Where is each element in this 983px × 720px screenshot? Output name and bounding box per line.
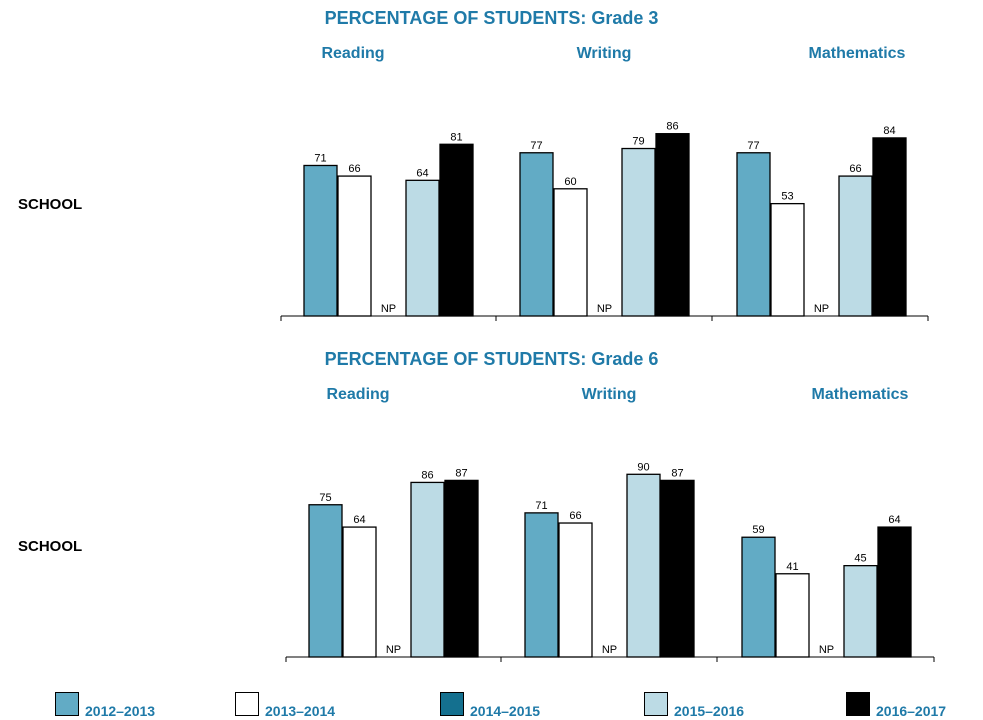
data-label: 77 xyxy=(530,140,542,152)
data-label: 71 xyxy=(314,152,326,164)
bar-writing-2016–2017 xyxy=(655,133,690,317)
subject-label-mathematics: Mathematics xyxy=(811,386,909,403)
subject-label-reading: Reading xyxy=(321,45,385,62)
bar-reading-2012–2013 xyxy=(308,504,343,658)
bar-reading-2016–2017 xyxy=(439,143,474,317)
bar-mathematics-2016–2017 xyxy=(877,526,912,658)
row-label-school: SCHOOL xyxy=(18,538,83,555)
data-label: 86 xyxy=(666,121,678,133)
data-label: 79 xyxy=(632,136,644,148)
data-label: 64 xyxy=(888,514,900,526)
bar-reading-2015–2016 xyxy=(405,179,440,317)
data-label: 41 xyxy=(786,561,798,573)
data-label: 64 xyxy=(416,167,428,179)
data-label: 45 xyxy=(854,553,866,565)
data-label: 71 xyxy=(535,500,547,512)
subject-label-writing: Writing xyxy=(581,386,637,403)
legend-swatch xyxy=(846,692,870,716)
bar-writing-2012–2013 xyxy=(524,512,559,658)
bar-mathematics-2012–2013 xyxy=(741,536,776,658)
legend-label: 2013–2014 xyxy=(265,703,336,719)
subject-label-mathematics: Mathematics xyxy=(808,45,906,62)
bar-mathematics-2015–2016 xyxy=(838,175,873,317)
bar-reading-2012–2013 xyxy=(303,164,338,317)
bar-reading-2013–2014 xyxy=(342,526,377,658)
bar-reading-2015–2016 xyxy=(410,481,445,658)
bar-mathematics-2013–2014 xyxy=(770,202,805,317)
legend: 2012–2013 2013–2014 2014–2015 2015–2016 … xyxy=(0,688,983,720)
bar-writing-2012–2013 xyxy=(519,152,554,317)
chart-title-grade-3: PERCENTAGE OF STUDENTS: Grade 3 xyxy=(324,8,659,28)
bar-chart-grade-6: 75 64 NP 86 87 71 66 NP 90 87 59 41 NP 45 64 xyxy=(285,461,935,662)
bar-writing-2013–2014 xyxy=(558,522,593,658)
data-label: 84 xyxy=(883,125,895,137)
bar-writing-2016–2017 xyxy=(660,479,695,658)
bar-reading-2016–2017 xyxy=(444,479,479,658)
legend-swatch xyxy=(55,692,79,716)
data-label: 66 xyxy=(348,163,360,175)
data-label: 90 xyxy=(637,461,649,473)
missing-data-label: NP xyxy=(819,644,834,656)
bar-mathematics-2013–2014 xyxy=(775,573,810,658)
legend-label: 2015–2016 xyxy=(674,703,745,719)
legend-label: 2012–2013 xyxy=(85,703,156,719)
bar-writing-2015–2016 xyxy=(621,147,656,317)
data-label: 66 xyxy=(849,163,861,175)
data-label: 64 xyxy=(353,514,365,526)
missing-data-label: NP xyxy=(602,644,617,656)
data-label: 60 xyxy=(564,176,576,188)
bar-chart-grade-3: 71 66 NP 64 81 77 60 NP 79 86 77 53 NP 66 84 xyxy=(280,121,929,321)
legend-swatch xyxy=(644,692,668,716)
data-label: 87 xyxy=(671,467,683,479)
data-label: 87 xyxy=(455,467,467,479)
chart-title-grade-6: PERCENTAGE OF STUDENTS: Grade 6 xyxy=(324,349,659,369)
subject-label-writing: Writing xyxy=(576,45,632,62)
data-label: 77 xyxy=(747,140,759,152)
data-label: 86 xyxy=(421,469,433,481)
data-label: 59 xyxy=(752,524,764,536)
missing-data-label: NP xyxy=(814,303,829,315)
subject-label-reading: Reading xyxy=(326,386,390,403)
legend-label: 2016–2017 xyxy=(876,703,947,719)
missing-data-label: NP xyxy=(386,644,401,656)
legend-swatch xyxy=(235,692,259,716)
bar-reading-2013–2014 xyxy=(337,175,372,317)
legend-label: 2014–2015 xyxy=(470,703,541,719)
legend-swatch xyxy=(440,692,464,716)
data-label: 66 xyxy=(569,510,581,522)
row-label-school: SCHOOL xyxy=(18,196,83,213)
data-label: 75 xyxy=(319,492,331,504)
bar-mathematics-2012–2013 xyxy=(736,152,771,317)
bar-mathematics-2016–2017 xyxy=(872,137,907,317)
data-label: 81 xyxy=(450,131,462,143)
bar-writing-2015–2016 xyxy=(626,473,661,658)
data-label: 53 xyxy=(781,191,793,203)
bar-writing-2013–2014 xyxy=(553,188,588,317)
missing-data-label: NP xyxy=(597,303,612,315)
bar-mathematics-2015–2016 xyxy=(843,565,878,658)
missing-data-label: NP xyxy=(381,303,396,315)
